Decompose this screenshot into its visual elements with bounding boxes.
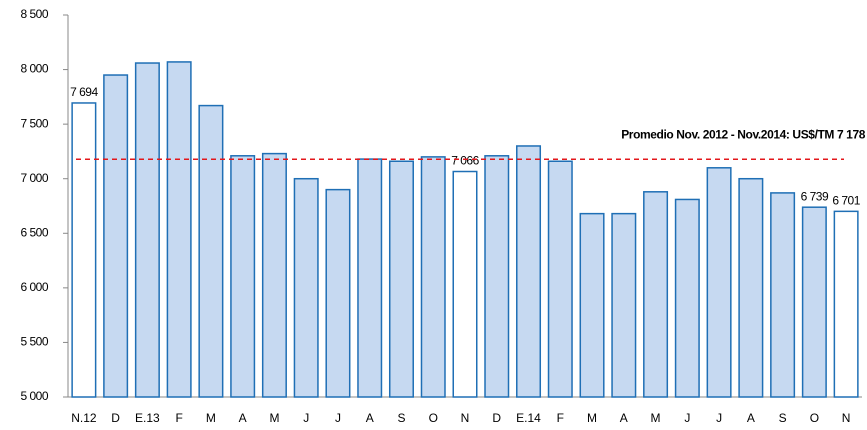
bar [579, 212, 605, 398]
bar [547, 160, 573, 398]
y-tick-label: 6 000 [20, 280, 48, 294]
x-tick-label: A [620, 411, 628, 425]
x-tick-label: A [747, 411, 755, 425]
bar [357, 158, 383, 398]
x-tick-label: O [810, 411, 819, 425]
bar [293, 177, 319, 398]
bar [706, 167, 732, 398]
x-tick-label: M [651, 411, 661, 425]
y-tick-label: 6 500 [20, 225, 48, 239]
x-tick-label: S [779, 411, 787, 425]
bar [230, 155, 256, 398]
x-tick-label: D [492, 411, 501, 425]
bar [833, 210, 859, 398]
x-tick-label: J [303, 411, 309, 425]
average-label: Promedio Nov. 2012 - Nov.2014: US$/TM 7 … [621, 127, 866, 141]
bar [738, 177, 764, 398]
x-tick-label: F [175, 411, 182, 425]
bar [674, 198, 700, 398]
x-tick-label: N [842, 411, 851, 425]
x-tick-label: J [716, 411, 722, 425]
x-tick-label: E.13 [135, 411, 160, 425]
bar [643, 191, 669, 398]
y-tick-label: 8 000 [20, 62, 48, 76]
bar [198, 104, 224, 398]
bar [516, 145, 542, 398]
value-label: 6 739 [801, 189, 829, 203]
value-label: 7 694 [70, 85, 98, 99]
x-tick-label: J [335, 411, 341, 425]
x-tick-label: D [111, 411, 120, 425]
y-tick-label: 8 500 [20, 7, 48, 21]
bar [134, 62, 160, 398]
y-tick-label: 5 000 [20, 389, 48, 403]
bar [801, 206, 827, 398]
bar [420, 156, 446, 398]
x-tick-label: O [429, 411, 438, 425]
x-tick-label: M [587, 411, 597, 425]
value-label: 6 701 [832, 194, 860, 208]
y-tick-label: 5 500 [20, 335, 48, 349]
y-tick-label: 7 500 [20, 116, 48, 130]
x-tick-label: A [239, 411, 247, 425]
bar [325, 188, 351, 398]
bar [770, 192, 796, 398]
bar [388, 160, 414, 398]
x-tick-label: M [206, 411, 216, 425]
bar [71, 102, 97, 398]
x-tick-label: E.14 [516, 411, 541, 425]
bar [103, 74, 129, 398]
x-tick-label: S [397, 411, 405, 425]
x-tick-label: J [684, 411, 690, 425]
bar [611, 212, 637, 398]
value-label: 7 066 [451, 154, 479, 168]
y-tick-label: 7 000 [20, 171, 48, 185]
x-tick-label: N [461, 411, 470, 425]
x-tick-label: N.12 [71, 411, 97, 425]
bar [452, 170, 478, 398]
bar [261, 152, 287, 398]
bar [166, 61, 192, 398]
bar [484, 155, 510, 398]
x-tick-label: M [269, 411, 279, 425]
x-tick-label: A [366, 411, 374, 425]
x-tick-label: F [557, 411, 564, 425]
